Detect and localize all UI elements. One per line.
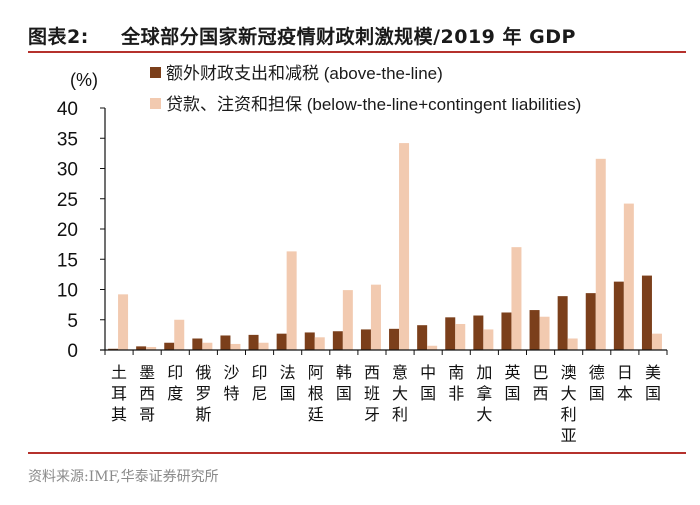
x-tick-label: 英国 bbox=[504, 363, 520, 403]
bar-below-the-line bbox=[623, 203, 634, 350]
bar-below-the-line bbox=[342, 290, 353, 350]
bar-below-the-line bbox=[539, 316, 550, 350]
x-tick-label: 南非 bbox=[448, 363, 464, 403]
bar-below-the-line bbox=[118, 294, 129, 350]
figure-label: 图表2: bbox=[28, 26, 89, 48]
y-tick-label: 10 bbox=[57, 281, 78, 302]
chart-title: 图表2: 全球部分国家新冠疫情财政刺激规模/2019 年 GDP bbox=[28, 22, 576, 49]
x-tick-label: 美国 bbox=[645, 363, 661, 403]
bar-below-the-line bbox=[651, 333, 662, 350]
x-tick-label: 巴西 bbox=[533, 363, 549, 403]
x-tick-label: 意大利 bbox=[392, 363, 408, 424]
y-tick-label: 20 bbox=[57, 220, 78, 241]
legend: 额外财政支出和减税 (above-the-line) 贷款、注资和担保 (belo… bbox=[150, 64, 581, 115]
figure-title: 全球部分国家新冠疫情财政刺激规模/2019 年 GDP bbox=[121, 26, 576, 48]
x-tick-label: 俄罗斯 bbox=[195, 363, 211, 424]
x-tick-label: 德国 bbox=[589, 363, 605, 403]
x-tick-label: 沙特 bbox=[223, 363, 239, 403]
title-rule bbox=[28, 51, 686, 53]
y-tick-label: 5 bbox=[67, 311, 78, 332]
x-tick-label: 法国 bbox=[280, 363, 296, 403]
x-tick-label: 中国 bbox=[420, 363, 436, 403]
y-tick-label: 25 bbox=[57, 190, 78, 211]
x-tick-label: 印度 bbox=[167, 363, 183, 403]
bar-above-the-line bbox=[248, 334, 259, 350]
y-tick-label: 40 bbox=[57, 99, 78, 120]
bar-above-the-line bbox=[613, 281, 624, 350]
bar-above-the-line bbox=[360, 329, 371, 350]
bar-above-the-line bbox=[389, 328, 400, 350]
bar-above-the-line bbox=[445, 317, 456, 350]
bar-above-the-line bbox=[304, 332, 315, 350]
bar-above-the-line bbox=[108, 348, 119, 350]
bar-below-the-line bbox=[202, 342, 213, 350]
bar-below-the-line bbox=[483, 329, 494, 350]
y-tick-label: 15 bbox=[57, 250, 78, 271]
y-axis: 0 5 10 15 20 25 30 35 40 (%) bbox=[57, 70, 106, 362]
x-tick-label: 西班牙 bbox=[364, 363, 380, 424]
bar-chart: 额外财政支出和减税 (above-the-line) 贷款、注资和担保 (belo… bbox=[57, 64, 668, 445]
bar-below-the-line bbox=[511, 247, 522, 350]
bar-below-the-line bbox=[455, 323, 466, 350]
bar-below-the-line bbox=[370, 284, 381, 350]
bar-above-the-line bbox=[557, 296, 568, 350]
x-tick-label: 加拿大 bbox=[476, 363, 492, 424]
bar-below-the-line bbox=[230, 343, 241, 350]
x-tick-label: 韩国 bbox=[336, 363, 352, 403]
bar-below-the-line bbox=[399, 143, 410, 350]
y-tick-label: 30 bbox=[57, 160, 78, 181]
bar-above-the-line bbox=[417, 325, 428, 350]
x-tick-label: 土耳其 bbox=[111, 363, 127, 424]
bar-above-the-line bbox=[585, 293, 596, 350]
bar-above-the-line bbox=[164, 342, 175, 350]
y-axis-unit-label: (%) bbox=[70, 70, 98, 90]
bar-above-the-line bbox=[529, 310, 540, 350]
legend-label-above-the-line: 额外财政支出和减税 (above-the-line) bbox=[166, 64, 443, 84]
x-tick-label: 澳大利亚 bbox=[561, 363, 577, 445]
x-tick-label: 墨西哥 bbox=[139, 363, 155, 424]
x-tick-label: 印尼 bbox=[252, 363, 268, 403]
bar-below-the-line bbox=[427, 345, 438, 350]
bar-above-the-line bbox=[276, 333, 287, 350]
bar-below-the-line bbox=[567, 338, 578, 350]
bar-below-the-line bbox=[314, 337, 325, 350]
bar-above-the-line bbox=[220, 335, 231, 350]
legend-swatch-above-the-line bbox=[150, 67, 161, 78]
bar-below-the-line bbox=[286, 251, 297, 350]
bar-above-the-line bbox=[501, 312, 512, 350]
x-axis: 土耳其墨西哥印度俄罗斯沙特印尼法国阿根廷韩国西班牙意大利中国南非加拿大英国巴西澳… bbox=[100, 349, 668, 445]
y-tick-label: 0 bbox=[67, 341, 78, 362]
footer-rule bbox=[28, 452, 686, 454]
bar-below-the-line bbox=[146, 346, 157, 350]
bar-above-the-line bbox=[332, 331, 343, 350]
source-note: 资料来源:IMF,华泰证券研究所 bbox=[28, 469, 219, 485]
bar-above-the-line bbox=[136, 346, 147, 350]
bar-above-the-line bbox=[473, 315, 484, 350]
legend-label-below-the-line: 贷款、注资和担保 (below-the-line+contingent liab… bbox=[166, 95, 581, 115]
x-tick-label: 日本 bbox=[617, 363, 633, 403]
bar-below-the-line bbox=[595, 158, 606, 350]
bars bbox=[108, 143, 662, 350]
legend-swatch-below-the-line bbox=[150, 98, 161, 109]
bar-above-the-line bbox=[192, 338, 203, 350]
bar-above-the-line bbox=[641, 275, 652, 350]
bar-below-the-line bbox=[258, 342, 269, 350]
bar-below-the-line bbox=[174, 319, 185, 350]
x-tick-label: 阿根廷 bbox=[308, 363, 324, 424]
y-tick-label: 35 bbox=[57, 129, 78, 150]
